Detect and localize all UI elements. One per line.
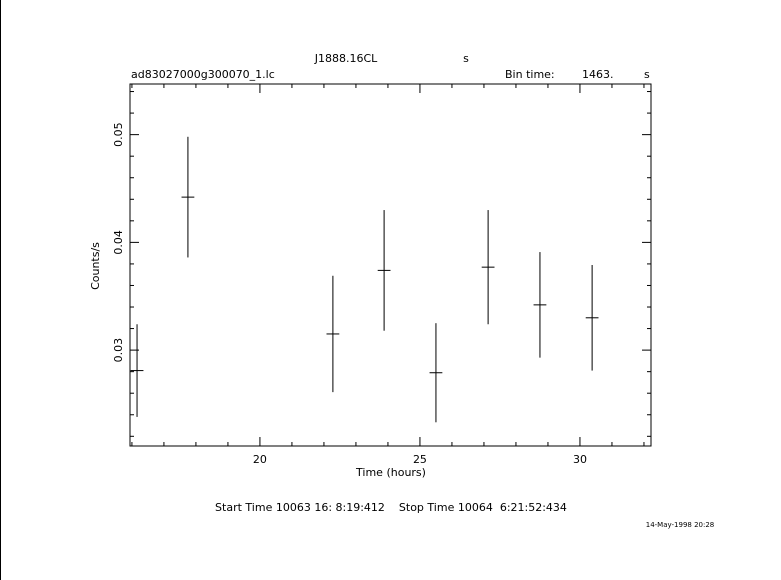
file-name: ad83027000g300070_1.lc (131, 68, 275, 81)
x-tick-label: 30 (573, 453, 587, 466)
chart-title: J1888.16CL (314, 52, 378, 65)
title-unit: s (463, 52, 469, 65)
plot-frame (129, 83, 652, 447)
y-tick-label: 0.04 (112, 230, 125, 255)
date-stamp: 14-May-1998 20:28 (646, 521, 715, 529)
bin-time-unit: s (644, 68, 650, 81)
x-tick-label: 25 (413, 453, 427, 466)
start-stop-time: Start Time 10063 16: 8:19:412 Stop Time … (215, 501, 567, 514)
y-tick-label: 0.05 (112, 122, 125, 147)
x-tick-label: 20 (253, 453, 267, 466)
bin-time-label: Bin time: (505, 68, 555, 81)
y-axis-label: Counts/s (89, 242, 102, 290)
x-axis-label: Time (hours) (355, 466, 426, 479)
bin-time: 1463. (582, 68, 614, 81)
y-tick-label: 0.03 (112, 338, 125, 363)
